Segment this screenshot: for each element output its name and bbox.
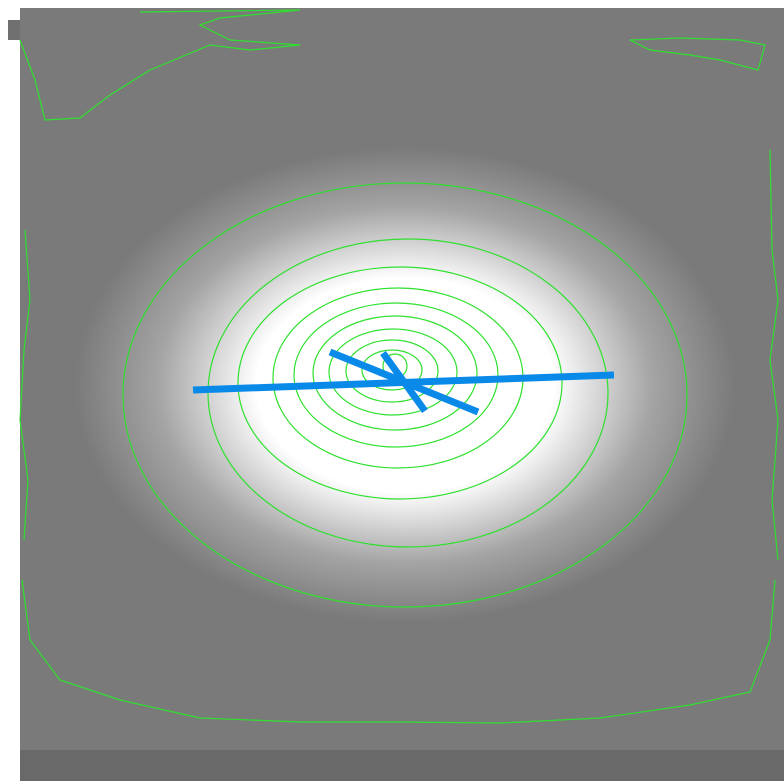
frame-edge <box>8 20 22 40</box>
page <box>0 0 784 781</box>
bottom-band <box>20 750 784 781</box>
image-view <box>0 0 784 781</box>
intensity-glow <box>20 8 784 781</box>
